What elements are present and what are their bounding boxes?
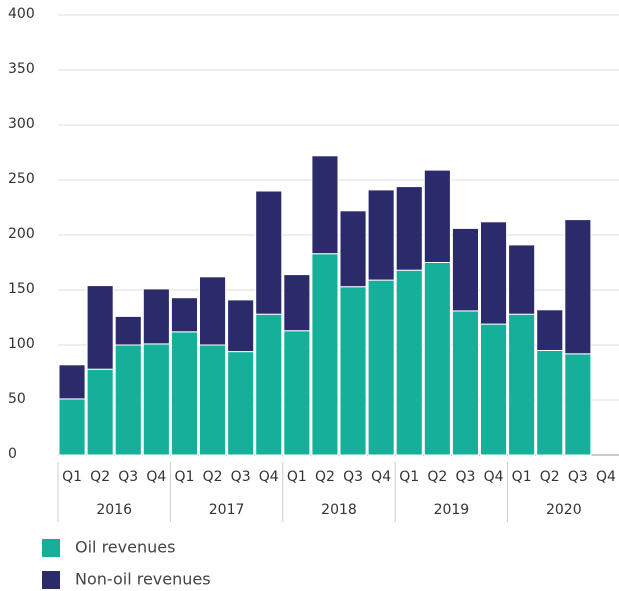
x-tick-label: Q2 — [427, 469, 447, 485]
bar-segment — [311, 155, 339, 255]
bar-segment — [227, 299, 255, 353]
bar-segment — [58, 398, 86, 456]
y-tick-label: 0 — [8, 446, 17, 462]
year-label: 2016 — [96, 502, 132, 518]
bar-segment — [339, 210, 367, 288]
x-tick-label: Q4 — [596, 469, 616, 485]
x-tick-label: Q4 — [146, 469, 166, 485]
y-tick-label: 250 — [8, 171, 35, 187]
x-tick-label: Q1 — [512, 469, 532, 485]
bar-segment — [227, 351, 255, 456]
legend-swatch — [42, 539, 60, 557]
y-tick-label: 150 — [8, 281, 35, 297]
x-tick-label: Q3 — [231, 469, 251, 485]
bar-segment — [367, 279, 395, 456]
bar-segment — [142, 288, 170, 345]
bar-segment — [451, 227, 479, 312]
x-tick-label: Q3 — [118, 469, 138, 485]
x-tick-label: Q1 — [399, 469, 419, 485]
x-tick-label: Q3 — [343, 469, 363, 485]
bar-segment — [114, 344, 142, 456]
x-tick-label: Q2 — [203, 469, 223, 485]
bar-segment — [480, 323, 508, 456]
x-tick-label: Q4 — [484, 469, 504, 485]
bar-segment — [508, 313, 536, 456]
bar-segment — [311, 253, 339, 456]
year-label: 2019 — [434, 502, 470, 518]
bar-segment — [339, 286, 367, 456]
bar-segment — [255, 190, 283, 315]
legend-label: Oil revenues — [75, 538, 175, 557]
bar-segment — [114, 315, 142, 346]
year-label: 2018 — [321, 502, 357, 518]
bar-segment — [170, 297, 198, 333]
bar-segment — [536, 309, 564, 351]
x-tick-label: Q2 — [540, 469, 560, 485]
bar-segment — [367, 189, 395, 281]
x-tick-label: Q4 — [259, 469, 279, 485]
bar-segment — [451, 310, 479, 456]
y-tick-label: 50 — [8, 391, 26, 407]
x-tick-label: Q1 — [287, 469, 307, 485]
x-tick-label: Q3 — [568, 469, 588, 485]
x-tick-label: Q2 — [315, 469, 335, 485]
bar-segment — [423, 169, 451, 264]
legend-label: Non-oil revenues — [75, 570, 211, 589]
bar-segment — [564, 353, 592, 456]
bar-segment — [283, 330, 311, 456]
x-tick-label: Q4 — [371, 469, 391, 485]
bar-segment — [480, 221, 508, 325]
year-label: 2020 — [546, 502, 582, 518]
y-tick-label: 300 — [8, 116, 35, 132]
bar-segment — [199, 276, 227, 346]
bar-segment — [199, 344, 227, 456]
y-tick-label: 400 — [8, 6, 35, 22]
y-tick-label: 200 — [8, 226, 35, 242]
bar-segment — [58, 364, 86, 400]
x-tick-label: Q2 — [90, 469, 110, 485]
x-tick-label: Q1 — [174, 469, 194, 485]
y-tick-label: 350 — [8, 61, 35, 77]
year-label: 2017 — [209, 502, 245, 518]
bar-segment — [536, 350, 564, 456]
bar-segment — [395, 186, 423, 271]
bar-segment — [283, 274, 311, 332]
bar-segment — [564, 219, 592, 355]
bar-segment — [86, 285, 114, 370]
bar-segment — [255, 313, 283, 456]
bar-segment — [508, 244, 536, 315]
bar-segment — [86, 368, 114, 456]
x-tick-label: Q3 — [455, 469, 475, 485]
x-tick-label: Q1 — [62, 469, 82, 485]
bar-segment — [170, 331, 198, 456]
y-tick-label: 100 — [8, 336, 35, 352]
legend-swatch — [42, 571, 60, 589]
bar-segment — [142, 343, 170, 456]
bar-segment — [395, 269, 423, 456]
bar-segment — [423, 262, 451, 456]
